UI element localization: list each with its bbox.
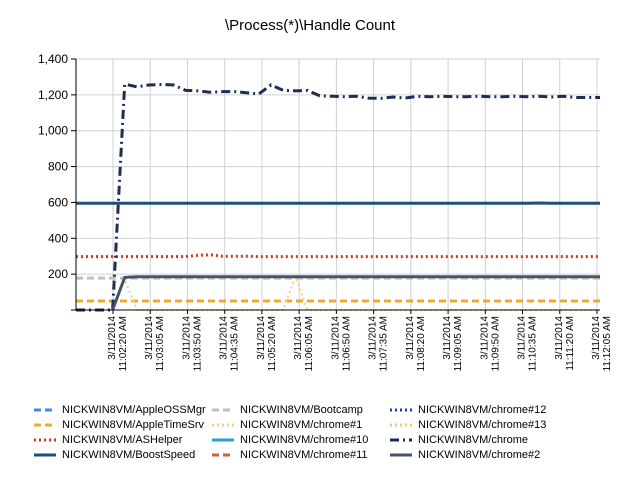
x-tick-label: 3/11/2014 11:06:50 AM	[330, 316, 352, 372]
legend-swatch	[212, 407, 234, 413]
legend-label: NICKWIN8VM/chrome#12	[418, 403, 547, 416]
x-tick-date: 3/11/2014	[405, 316, 416, 360]
x-tick-label: 3/11/2014 11:07:35 AM	[368, 316, 390, 372]
legend-label: NICKWIN8VM/Bootcamp	[240, 403, 363, 416]
x-tick-label: 3/11/2014 11:06:05 AM	[293, 316, 315, 372]
y-tick-label: 1,400	[38, 52, 68, 66]
series-layer	[76, 82, 600, 312]
legend-label: NICKWIN8VM/chrome#2	[418, 448, 541, 461]
legend-item: NICKWIN8VM/chrome#12	[390, 402, 590, 417]
legend-label: NICKWIN8VM/chrome#1	[240, 418, 363, 431]
legend-swatch	[390, 437, 412, 443]
x-tick-labels: 3/11/2014 11:02:20 AM 3/11/2014 11:03:05 AM…	[107, 316, 613, 372]
x-tick-time: 11:12:05 AM	[602, 316, 613, 371]
legend-item: NICKWIN8VM/chrome#2	[390, 447, 590, 462]
x-tick-label: 3/11/2014 11:02:20 AM	[107, 316, 129, 372]
legend-swatch	[212, 452, 234, 458]
legend-item: NICKWIN8VM/chrome#13	[390, 417, 590, 432]
x-tick-label: 3/11/2014 11:09:50 AM	[479, 316, 501, 372]
x-tick-date: 3/11/2014	[554, 316, 565, 360]
x-tick-label: 3/11/2014 11:03:05 AM	[144, 316, 166, 372]
y-tick-labels: 1,400 1,200 1,000 800 600 400 200	[38, 52, 68, 281]
x-tick-label: 3/11/2014 11:03:50 AM	[181, 316, 203, 372]
legend-item: NICKWIN8VM/chrome#10	[212, 432, 390, 447]
x-tick-label: 3/11/2014 11:08:20 AM	[405, 316, 427, 372]
legend-item: NICKWIN8VM/Bootcamp	[212, 402, 390, 417]
legend-label: NICKWIN8VM/ASHelper	[62, 433, 183, 446]
legend-item: NICKWIN8VM/chrome#1	[212, 417, 390, 432]
legend-swatch	[34, 452, 56, 458]
legend-swatch	[390, 452, 412, 458]
x-tick-label: 3/11/2014 11:09:05 AM	[442, 316, 464, 372]
x-tick-time: 11:03:05 AM	[155, 316, 166, 371]
legend-label: NICKWIN8VM/AppleOSSMgr	[62, 403, 206, 416]
legend-label: NICKWIN8VM/chrome#13	[418, 418, 547, 431]
x-tick-date: 3/11/2014	[144, 316, 155, 360]
legend-swatch	[212, 422, 234, 428]
legend-label: NICKWIN8VM/chrome#11	[240, 448, 368, 461]
x-tick-date: 3/11/2014	[517, 316, 528, 360]
x-tick-time: 11:07:35 AM	[379, 316, 390, 371]
chart-title: \Process(*)\Handle Count	[225, 17, 396, 34]
legend-item: NICKWIN8VM/AppleOSSMgr	[34, 402, 212, 417]
legend-item: NICKWIN8VM/chrome#11	[212, 447, 390, 462]
legend-label: NICKWIN8VM/BoostSpeed	[62, 448, 196, 461]
x-tick-time: 11:10:35 AM	[528, 316, 539, 371]
y-tick-label: 200	[48, 267, 68, 281]
x-tick-date: 3/11/2014	[181, 316, 192, 360]
x-tick-time: 11:04:35 AM	[230, 316, 241, 371]
x-tick-time: 11:09:05 AM	[453, 316, 464, 371]
x-tick-time: 11:02:20 AM	[118, 316, 129, 371]
legend-swatch	[212, 437, 234, 443]
axes	[71, 58, 600, 314]
x-tick-date: 3/11/2014	[256, 316, 267, 360]
legend-label: NICKWIN8VM/chrome#10	[240, 433, 369, 446]
legend-item: NICKWIN8VM/BoostSpeed	[34, 447, 212, 462]
legend-label: NICKWIN8VM/AppleTimeSrv	[62, 418, 205, 431]
legend-swatch	[390, 422, 412, 428]
y-tick-label: 800	[48, 160, 68, 174]
legend-label: NICKWIN8VM/chrome	[418, 433, 529, 446]
x-tick-date: 3/11/2014	[219, 316, 230, 360]
x-tick-date: 3/11/2014	[107, 316, 118, 360]
legend-swatch	[34, 437, 56, 443]
x-tick-time: 11:06:05 AM	[304, 316, 315, 371]
x-tick-time: 11:11:20 AM	[565, 316, 576, 371]
x-tick-label: 3/11/2014 11:04:35 AM	[219, 316, 241, 372]
x-tick-time: 11:08:20 AM	[416, 316, 427, 371]
legend-item: NICKWIN8VM/AppleTimeSrv	[34, 417, 212, 432]
x-tick-label: 3/11/2014 11:10:35 AM	[517, 316, 539, 372]
series-line	[76, 82, 600, 312]
x-tick-date: 3/11/2014	[442, 316, 453, 360]
legend-item: NICKWIN8VM/chrome	[390, 432, 590, 447]
y-tick-label: 600	[48, 195, 68, 209]
legend-item: NICKWIN8VM/ASHelper	[34, 432, 212, 447]
x-tick-time: 11:03:50 AM	[192, 316, 203, 371]
x-tick-label: 3/11/2014 11:11:20 AM	[554, 316, 576, 371]
x-tick-label: 3/11/2014 11:12:05 AM	[591, 316, 613, 372]
legend-swatch	[34, 422, 56, 428]
x-tick-label: 3/11/2014 11:05:20 AM	[256, 316, 278, 372]
x-tick-date: 3/11/2014	[330, 316, 341, 360]
legend-swatch	[390, 407, 412, 413]
x-tick-time: 11:06:50 AM	[341, 316, 352, 371]
x-tick-time: 11:05:20 AM	[267, 316, 278, 371]
y-tick-label: 1,200	[38, 88, 68, 102]
series-line	[111, 273, 600, 311]
x-tick-date: 3/11/2014	[479, 316, 490, 360]
grid	[76, 58, 600, 311]
series-line	[76, 253, 600, 259]
legend: NICKWIN8VM/AppleOSSMgr NICKWIN8VM/Bootcam…	[34, 402, 614, 462]
legend-swatch	[34, 407, 56, 413]
y-tick-label: 1,000	[38, 124, 68, 138]
x-tick-date: 3/11/2014	[368, 316, 379, 360]
x-tick-time: 11:09:50 AM	[490, 316, 501, 371]
x-tick-date: 3/11/2014	[293, 316, 304, 360]
series-line	[111, 275, 600, 311]
x-tick-date: 3/11/2014	[591, 316, 602, 360]
y-tick-label: 400	[48, 231, 68, 245]
